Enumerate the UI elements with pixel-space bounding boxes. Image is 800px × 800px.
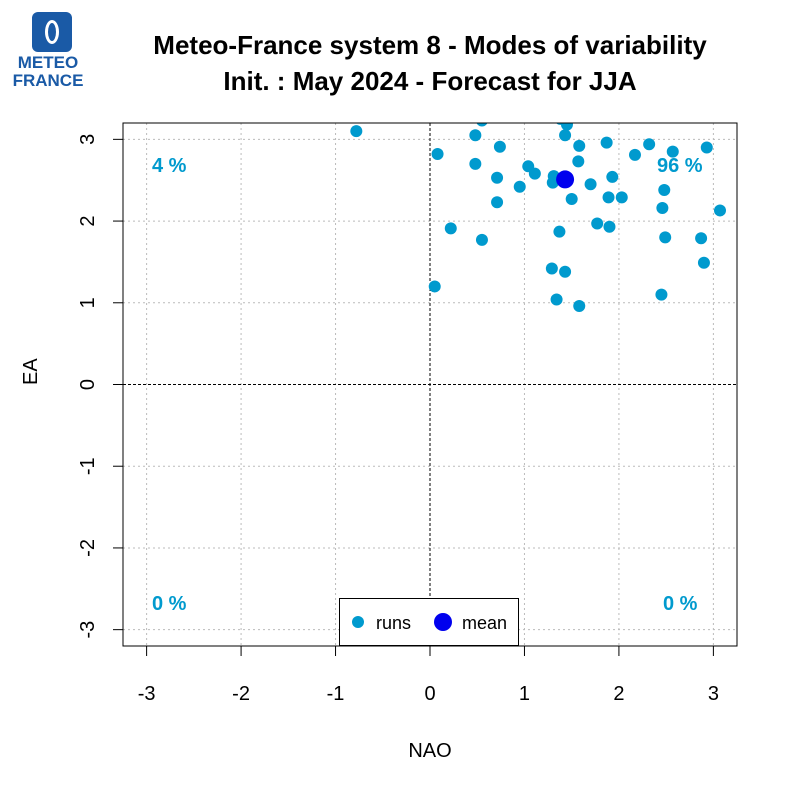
run-point	[603, 220, 616, 233]
run-point	[600, 136, 613, 149]
run-point	[591, 217, 604, 230]
grid-lines	[123, 123, 737, 646]
run-point	[475, 233, 488, 246]
y-tick-label: -3	[77, 621, 99, 639]
y-tick-label: 1	[77, 297, 99, 308]
logo-line-2: FRANCE	[12, 71, 84, 90]
mean-point	[556, 170, 575, 189]
run-point	[469, 129, 482, 142]
run-point	[643, 138, 656, 151]
data-points	[350, 123, 726, 313]
run-point	[572, 155, 585, 168]
run-point	[513, 180, 526, 193]
run-point	[444, 222, 457, 235]
run-point	[655, 288, 668, 301]
x-tick-label: 1	[519, 683, 530, 705]
run-point	[573, 139, 586, 152]
run-point	[469, 157, 482, 170]
legend-mean-marker	[434, 613, 452, 631]
meteo-france-logo: METEO FRANCE	[8, 10, 88, 90]
x-tick-label: -3	[138, 683, 156, 705]
run-point	[559, 129, 572, 142]
run-point	[559, 265, 572, 278]
run-point	[666, 145, 679, 158]
run-point	[550, 293, 563, 306]
logo-line-1: METEO	[17, 53, 79, 72]
y-tick-label: 2	[77, 216, 99, 227]
x-tick-label: 0	[424, 683, 435, 705]
chart-title-line-1: Meteo-France system 8 - Modes of variabi…	[153, 30, 707, 60]
run-point	[573, 300, 586, 313]
run-point	[476, 123, 488, 127]
run-point	[615, 191, 628, 204]
quadrant-top-right-percent: 96 %	[657, 155, 703, 177]
x-tick-label: -2	[232, 683, 250, 705]
run-point	[431, 148, 444, 161]
legend-mean-label: mean	[462, 613, 508, 633]
legend-runs-marker	[352, 616, 364, 628]
logo-text: METEO FRANCE	[8, 54, 88, 90]
quadrant-bottom-left-percent: 0 %	[152, 593, 187, 615]
run-point	[658, 184, 671, 197]
run-point	[545, 262, 558, 275]
logo-mark-icon	[32, 12, 72, 52]
run-point	[493, 140, 506, 153]
quadrant-bottom-right-percent: 0 %	[663, 593, 698, 615]
x-tick-label: 3	[708, 683, 719, 705]
run-point	[565, 192, 578, 205]
run-point	[695, 232, 708, 245]
legend-runs-label: runs	[376, 613, 412, 633]
x-axis-label: NAO	[408, 740, 452, 762]
run-point	[697, 256, 710, 269]
run-point	[546, 176, 559, 189]
run-point	[560, 123, 573, 131]
run-point	[528, 167, 541, 180]
run-point	[491, 196, 504, 209]
y-tick-label: 3	[77, 134, 99, 145]
plot-frame	[122, 122, 738, 647]
run-point	[713, 204, 726, 217]
run-point	[659, 231, 672, 244]
run-point	[700, 141, 713, 154]
x-tick-label: -1	[327, 683, 345, 705]
x-tick-label: 2	[613, 683, 624, 705]
run-point	[428, 280, 441, 293]
y-tick-label: -2	[77, 539, 99, 557]
y-tick-label: -1	[77, 457, 99, 475]
quadrant-top-left-percent: 4 %	[152, 155, 187, 177]
y-axis-label: EA	[20, 358, 42, 385]
y-tick-label: 0	[77, 379, 99, 390]
run-point	[606, 170, 619, 183]
run-point	[491, 171, 504, 184]
chart-title-line-2: Init. : May 2024 - Forecast for JJA	[223, 66, 637, 96]
run-point	[628, 148, 641, 161]
run-point	[602, 191, 615, 204]
legend: runs mean	[339, 598, 519, 646]
run-point	[553, 225, 566, 238]
run-point	[584, 178, 597, 191]
run-point	[350, 125, 363, 138]
run-point	[656, 201, 669, 214]
